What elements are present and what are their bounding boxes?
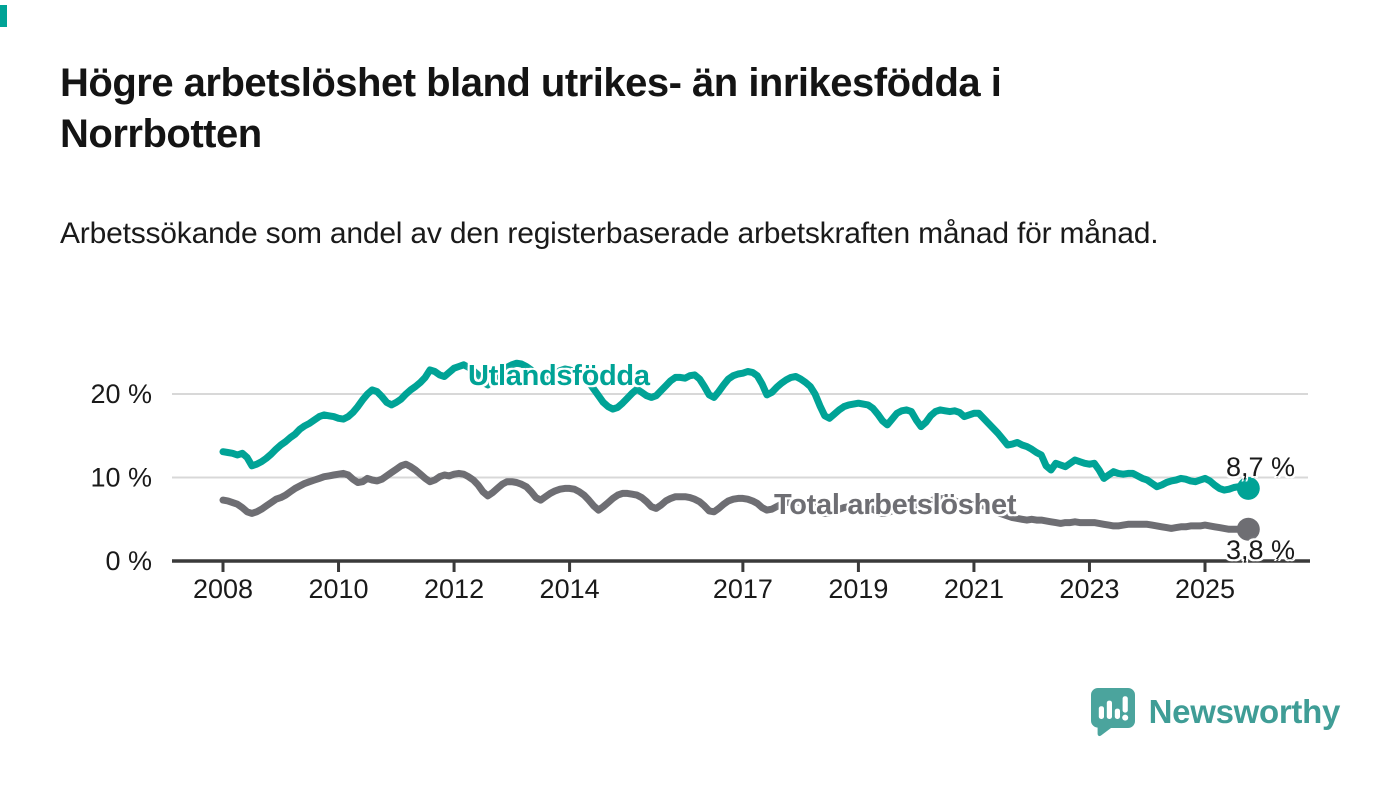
accent-bar (0, 5, 7, 27)
unemployment-line-chart: 0 % 10 % 20 % 2008 2010 2012 2014 2017 2019 2021 2… (90, 359, 1310, 604)
series-end-dot-1 (1236, 517, 1260, 541)
series-label-total-arbetsloshet: Total arbetslöshet (774, 489, 1017, 521)
x-axis-label: 2025 (1175, 574, 1235, 604)
x-axis-label: 2023 (1059, 574, 1119, 604)
newsworthy-wordmark: Newsworthy (1148, 693, 1341, 730)
x-axis-label: 2010 (308, 574, 368, 604)
end-value-label-total-arbetsloshet: 3,8 % (1226, 535, 1296, 565)
page-title: Högre arbetslöshet bland utrikes- än inr… (60, 61, 1002, 156)
series-end-dot-0 (1236, 476, 1260, 500)
x-axis-label: 2017 (713, 574, 773, 604)
x-axis-label: 2012 (424, 574, 484, 604)
series-line-1 (219, 460, 1252, 533)
y-axis-label: 20 % (90, 379, 152, 409)
series-line-0 (219, 359, 1252, 494)
y-axis-label: 0 % (105, 546, 152, 576)
x-axis-label: 2021 (944, 574, 1004, 604)
y-axis-label: 10 % (90, 463, 152, 493)
series-label-utlandsfodda: Utlandsfödda (468, 360, 650, 392)
x-axis-label: 2008 (193, 574, 253, 604)
chart-description: Arbetssökande som andel av den registerb… (60, 217, 1159, 250)
bar-chart-speech-bubble-icon (1090, 688, 1135, 737)
x-axis-label: 2014 (540, 574, 600, 604)
x-axis-label: 2019 (828, 574, 888, 604)
newsworthy-logo: Newsworthy (1090, 686, 1340, 738)
end-value-label-utlandsfodda: 8,7 % (1226, 452, 1296, 482)
